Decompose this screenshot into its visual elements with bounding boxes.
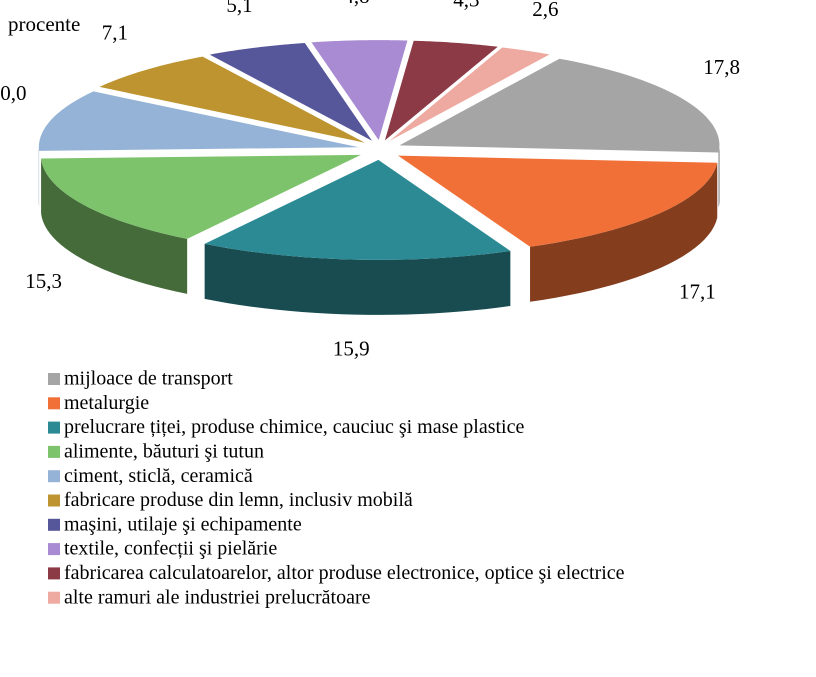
- data-label: 15,9: [333, 336, 370, 360]
- data-label: 10,0: [0, 81, 26, 105]
- tops: [38, 40, 720, 260]
- legend-swatch: [48, 567, 60, 580]
- data-label: 17,1: [679, 279, 716, 303]
- slice-wall: [530, 162, 718, 302]
- legend-label: maşini, utilaje şi echipamente: [64, 513, 302, 535]
- legend-swatch: [48, 591, 60, 604]
- legend-swatch: [48, 543, 60, 556]
- data-label: 17,8: [703, 55, 740, 79]
- slice-wall: [204, 243, 511, 315]
- walls: [38, 145, 720, 315]
- legend-swatch: [48, 373, 60, 385]
- slice: [204, 159, 511, 260]
- legend-label: ciment, sticlă, ceramică: [64, 465, 253, 487]
- slice-wall: [41, 158, 188, 294]
- unit-label: procente: [8, 12, 80, 36]
- legend-swatch: [48, 470, 60, 483]
- slice: [398, 155, 718, 247]
- data-label: 2,6: [532, 0, 558, 21]
- legend-swatch: [48, 445, 60, 458]
- legend-label: alimente, băuturi şi tutun: [64, 440, 264, 462]
- legend-label: fabricarea calculatoarelor, altor produs…: [64, 562, 625, 584]
- slice: [399, 58, 720, 153]
- legend-label: metalurgie: [64, 392, 149, 414]
- legend-label: prelucrare țiței, produse chimice, cauci…: [64, 416, 524, 438]
- slice: [311, 40, 408, 141]
- legend-swatch: [48, 421, 60, 434]
- slice: [38, 91, 359, 151]
- legend-label: fabricare produse din lemn, inclusiv mob…: [64, 489, 413, 511]
- legend-swatch: [48, 518, 60, 531]
- slice: [209, 43, 373, 141]
- slice: [384, 40, 498, 141]
- legend-swatch: [48, 397, 60, 410]
- slice: [41, 154, 361, 239]
- data-label: 5,1: [226, 0, 252, 17]
- slice: [389, 47, 550, 142]
- legend-label: textile, confecții şi pielărie: [64, 538, 277, 560]
- legend-label: alte ramuri ale industriei prelucrătoare: [64, 586, 371, 608]
- data-label: 4,3: [453, 0, 479, 11]
- legend-label: mijloace de transport: [64, 368, 233, 390]
- data-label: 4,8: [343, 0, 369, 8]
- slice-wall: [718, 145, 720, 208]
- legend-swatch: [48, 494, 60, 507]
- data-label: 15,3: [25, 269, 62, 293]
- data-label: 7,1: [102, 20, 128, 44]
- slice: [99, 56, 365, 143]
